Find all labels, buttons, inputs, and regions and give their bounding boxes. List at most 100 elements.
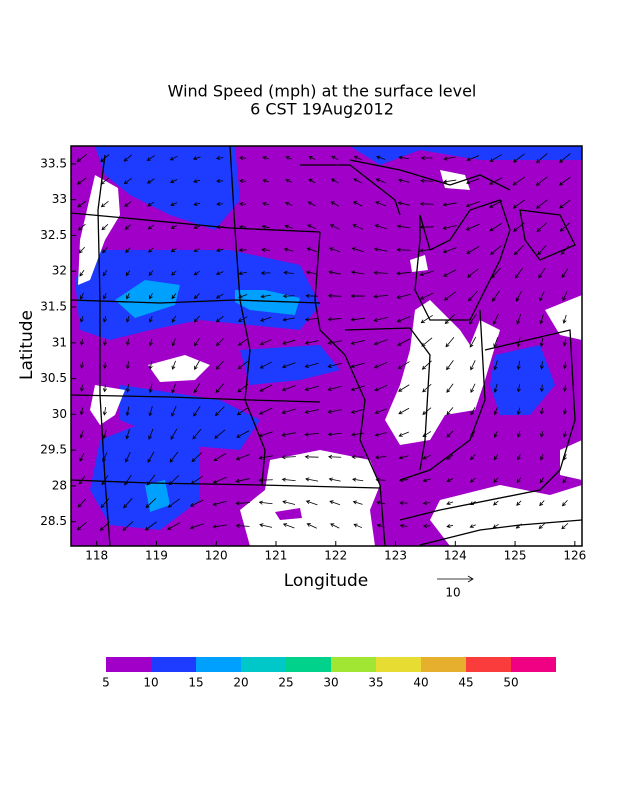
wind-arrow [489,154,502,162]
wind-arrow [374,224,387,230]
colorbar-label: 30 [323,676,338,690]
wind-arrow [513,245,524,256]
wind-arrow [420,314,433,324]
wind-arrow [283,247,294,252]
wind-arrow [171,293,177,300]
wind-arrow [238,294,248,299]
wind-arrow [328,454,342,459]
wind-arrow [539,337,544,347]
wind-arrow [212,476,227,484]
colorbar-label: 5 [102,676,110,690]
wind-arrow [327,317,342,322]
wind-arrow [396,293,411,299]
y-axis-title: Latitude [17,310,37,380]
wind-arrow [194,360,200,370]
colorbar-swatch [466,657,511,672]
wind-arrow [517,454,521,461]
y-tick-label: 32.5 [40,228,67,242]
wind-arrow [469,524,476,528]
wind-arrow [304,454,319,459]
wind-arrow [465,178,480,185]
wind-arrow [169,179,178,184]
wind-arrow [147,451,155,463]
wind-arrow [170,225,177,229]
x-tick-label: 124 [444,549,467,563]
wind-arrow [304,362,319,369]
wind-arrow [192,156,201,161]
wind-arrow [76,177,87,185]
wind-arrow [193,405,201,417]
wind-arrow [398,407,410,415]
wind-arrow [123,154,133,162]
wind-arrow [470,407,476,416]
wind-arrow [446,407,454,416]
wind-arrow [171,383,177,394]
wind-arrow [350,339,365,345]
wind-arrow [327,432,342,437]
wind-arrow [148,270,154,276]
wind-arrow [171,360,176,370]
colorbar-label: 10 [143,676,158,690]
wind-arrow [193,248,200,252]
colorbar-label: 40 [413,676,428,690]
wind-arrow [214,406,225,417]
wind-arrow [236,430,250,438]
x-tick-label: 120 [205,549,228,563]
wind-arrow [79,269,85,277]
wind-arrow [308,178,316,184]
wind-arrow [146,155,155,162]
plot-area [71,146,582,546]
wind-arrow [492,290,500,302]
wind-arrow [78,475,86,485]
wind-arrow [149,293,153,300]
wind-arrow [260,294,271,299]
wind-arrow [238,271,247,276]
wind-arrow [189,523,204,530]
wind-arrow [281,408,296,415]
wind-arrow [79,430,84,439]
wind-arrow [305,500,318,506]
wind-arrow [306,523,317,529]
wind-arrow [469,477,476,483]
wind-arrow [77,223,86,231]
wind-arrow [470,454,476,461]
wind-arrow [353,523,363,529]
wind-vectors [76,153,571,531]
wind-arrow [374,408,387,415]
wind-arrow [559,222,570,232]
wind-arrow [307,201,316,207]
wind-arrow [446,478,454,483]
x-tick-label: 119 [145,549,168,563]
wind-arrow [466,155,480,162]
wind-arrow [397,338,411,346]
colorbar-swatch [421,657,466,672]
wind-arrow [563,431,567,438]
wind-arrow [352,224,364,230]
wind-arrow [446,454,454,460]
wind-arrow [125,429,130,440]
wind-arrow [305,477,319,482]
wind-arrow [516,313,522,325]
wind-arrow [101,224,109,231]
wind-arrow [125,451,131,463]
wind-arrow [516,430,521,438]
wind-arrow [148,428,154,440]
wind-arrow [79,384,84,393]
wind-arrow [148,361,153,370]
wind-arrow [170,202,178,206]
wind-arrow [144,521,157,531]
wind-arrow [285,201,293,206]
wind-arrow [516,360,521,370]
wind-arrow [376,523,385,528]
wind-arrow [396,224,411,229]
wind-arrow [100,498,110,509]
wind-arrow [442,202,457,207]
wind-arrow [282,339,296,345]
wind-arrow [489,177,503,185]
wind-arrow [351,454,364,460]
wind-arrow [281,362,296,369]
wind-arrow [559,199,571,209]
wind-arrow [235,454,250,461]
wind-arrow [259,523,273,528]
wind-arrow [422,454,431,460]
